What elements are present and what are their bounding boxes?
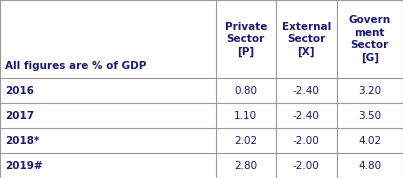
Text: Private
Sector
[P]: Private Sector [P] — [224, 22, 267, 57]
Text: 2.80: 2.80 — [234, 161, 258, 171]
Text: -2.40: -2.40 — [293, 86, 320, 96]
Text: 3.20: 3.20 — [358, 86, 381, 96]
Text: 2018*: 2018* — [5, 136, 39, 146]
Text: -2.00: -2.00 — [293, 136, 320, 146]
Text: 3.50: 3.50 — [358, 111, 381, 121]
Text: -2.00: -2.00 — [293, 161, 320, 171]
Text: 4.02: 4.02 — [358, 136, 381, 146]
Text: 2.02: 2.02 — [234, 136, 258, 146]
Text: 0.80: 0.80 — [234, 86, 258, 96]
Text: 4.80: 4.80 — [358, 161, 381, 171]
Text: 2017: 2017 — [5, 111, 34, 121]
Text: All figures are % of GDP: All figures are % of GDP — [5, 61, 146, 71]
Text: 1.10: 1.10 — [234, 111, 258, 121]
Text: -2.40: -2.40 — [293, 111, 320, 121]
Text: 2016: 2016 — [5, 86, 34, 96]
Text: External
Sector
[X]: External Sector [X] — [282, 22, 331, 57]
Text: Govern
ment
Sector
[G]: Govern ment Sector [G] — [349, 15, 391, 63]
Text: 2019#: 2019# — [5, 161, 42, 171]
